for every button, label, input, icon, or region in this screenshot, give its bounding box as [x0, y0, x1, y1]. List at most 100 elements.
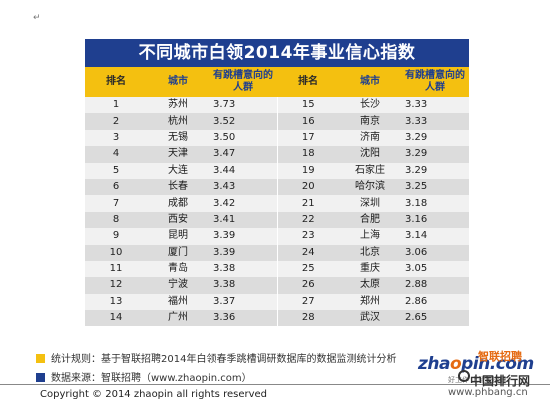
city-cell-2: 石家庄 [339, 162, 401, 179]
table-header-row: 排名 城市 有跳槽意向的人群 排名 城市 有跳槽意向的人群 [85, 67, 469, 97]
rank-cell-2: 18 [276, 146, 339, 163]
table-row: 7 成都 3.42 21 深圳 3.18 [85, 195, 469, 212]
score-cell-2: 3.18 [401, 195, 469, 212]
header-score-2: 有跳槽意向的人群 [401, 67, 469, 97]
rank-cell-2: 20 [276, 178, 339, 196]
city-cell-2: 武汉 [339, 310, 401, 327]
header-rank: 排名 [85, 67, 147, 97]
table-row: 14 广州 3.36 28 武汉 2.65 [85, 310, 469, 327]
zhaopin-logo: zhaopin.com 智联招聘 好工作 上智联招聘 [418, 348, 534, 388]
note-source: 数据来源：智联招聘（www.zhaopin.com） [36, 369, 252, 384]
score-cell: 3.43 [209, 178, 277, 196]
city-cell: 宁波 [147, 277, 209, 294]
city-cell: 西安 [147, 211, 209, 229]
score-cell: 3.50 [209, 129, 277, 147]
city-cell: 厦门 [147, 244, 209, 261]
city-cell-2: 长沙 [339, 97, 401, 114]
city-cell: 无锡 [147, 129, 209, 147]
table-row: 11 青岛 3.38 25 重庆 3.05 [85, 260, 469, 278]
rank-cell-2: 21 [276, 195, 339, 212]
city-cell: 广州 [147, 310, 209, 327]
city-cell: 昆明 [147, 228, 209, 245]
city-cell: 青岛 [147, 260, 209, 278]
city-cell: 杭州 [147, 113, 209, 130]
rank-cell-2: 19 [276, 162, 339, 179]
table-row: 4 天津 3.47 18 沈阳 3.29 [85, 146, 469, 163]
blue-square-icon [36, 373, 45, 382]
city-cell: 成都 [147, 195, 209, 212]
table-row: 1 苏州 3.73 15 长沙 3.33 [85, 97, 469, 114]
page-title: 不同城市白领2014年事业信心指数 [85, 39, 469, 67]
score-cell: 3.47 [209, 146, 277, 163]
header-score: 有跳槽意向的人群 [209, 67, 277, 97]
rank-cell: 8 [85, 211, 147, 229]
rank-cell-2: 28 [276, 310, 339, 327]
score-cell: 3.44 [209, 162, 277, 179]
score-cell-2: 3.16 [401, 211, 469, 229]
city-cell: 长春 [147, 178, 209, 196]
city-cell: 天津 [147, 146, 209, 163]
rank-cell: 12 [85, 277, 147, 294]
note-method-text: 统计规则：基于智联招聘2014年白领春季跳槽调研数据库的数据监测统计分析 [51, 354, 397, 365]
logo-wordmark: zhaopin.com [418, 354, 534, 374]
rank-cell: 1 [85, 97, 147, 114]
rank-cell: 6 [85, 178, 147, 196]
logo-chinese: 智联招聘 [478, 350, 522, 363]
rank-cell: 9 [85, 228, 147, 245]
score-cell: 3.39 [209, 228, 277, 245]
score-cell: 3.38 [209, 260, 277, 278]
rank-cell: 5 [85, 162, 147, 179]
city-cell-2: 哈尔滨 [339, 178, 401, 196]
city-cell: 福州 [147, 293, 209, 311]
city-cell: 苏州 [147, 97, 209, 114]
rank-cell-2: 17 [276, 129, 339, 147]
watermark-title: 中国排行网 [470, 374, 531, 388]
city-cell: 大连 [147, 162, 209, 179]
note-method: 统计规则：基于智联招聘2014年白领春季跳槽调研数据库的数据监测统计分析 [36, 350, 396, 365]
score-cell: 3.36 [209, 310, 277, 327]
copyright-text: Copyright © 2014 zhaopin all rights rese… [40, 389, 268, 400]
rank-cell-2: 26 [276, 277, 339, 294]
table-row: 8 西安 3.41 22 合肥 3.16 [85, 211, 469, 229]
city-cell-2: 深圳 [339, 195, 401, 212]
rank-cell: 10 [85, 244, 147, 261]
watermark-icon [458, 370, 470, 382]
score-cell-2: 2.88 [401, 277, 469, 294]
city-cell-2: 合肥 [339, 211, 401, 229]
rank-cell-2: 24 [276, 244, 339, 261]
logo-slogan: 好工作 上智联招聘 [448, 376, 507, 384]
score-cell-2: 3.33 [401, 97, 469, 114]
rank-cell-2: 15 [276, 97, 339, 114]
score-cell-2: 3.29 [401, 129, 469, 147]
city-cell-2: 北京 [339, 244, 401, 261]
table-row: 13 福州 3.37 27 郑州 2.86 [85, 293, 469, 311]
table-row: 9 昆明 3.39 23 上海 3.14 [85, 228, 469, 245]
city-cell-2: 南京 [339, 113, 401, 130]
rank-cell-2: 25 [276, 260, 339, 278]
city-cell-2: 太原 [339, 277, 401, 294]
rank-cell: 13 [85, 293, 147, 311]
rank-cell: 7 [85, 195, 147, 212]
score-cell-2: 3.25 [401, 178, 469, 196]
rank-cell-2: 23 [276, 228, 339, 245]
rank-cell: 11 [85, 260, 147, 278]
table-row: 3 无锡 3.50 17 济南 3.29 [85, 129, 469, 147]
rank-cell: 2 [85, 113, 147, 130]
rank-cell: 14 [85, 310, 147, 327]
score-cell-2: 3.33 [401, 113, 469, 130]
score-cell-2: 3.14 [401, 228, 469, 245]
score-cell: 3.37 [209, 293, 277, 311]
rank-cell-2: 22 [276, 211, 339, 229]
score-cell-2: 2.86 [401, 293, 469, 311]
ranking-table: 排名 城市 有跳槽意向的人群 排名 城市 有跳槽意向的人群 1 苏州 3.73 15 长… [85, 67, 469, 327]
rank-cell: 3 [85, 129, 147, 147]
score-cell: 3.73 [209, 97, 277, 114]
score-cell-2: 3.29 [401, 146, 469, 163]
city-cell-2: 济南 [339, 129, 401, 147]
score-cell: 3.39 [209, 244, 277, 261]
table-row: 6 长春 3.43 20 哈尔滨 3.25 [85, 178, 469, 196]
score-cell-2: 3.06 [401, 244, 469, 261]
paragraph-mark: ↵ [33, 13, 41, 23]
score-cell: 3.42 [209, 195, 277, 212]
score-cell-2: 3.05 [401, 260, 469, 278]
